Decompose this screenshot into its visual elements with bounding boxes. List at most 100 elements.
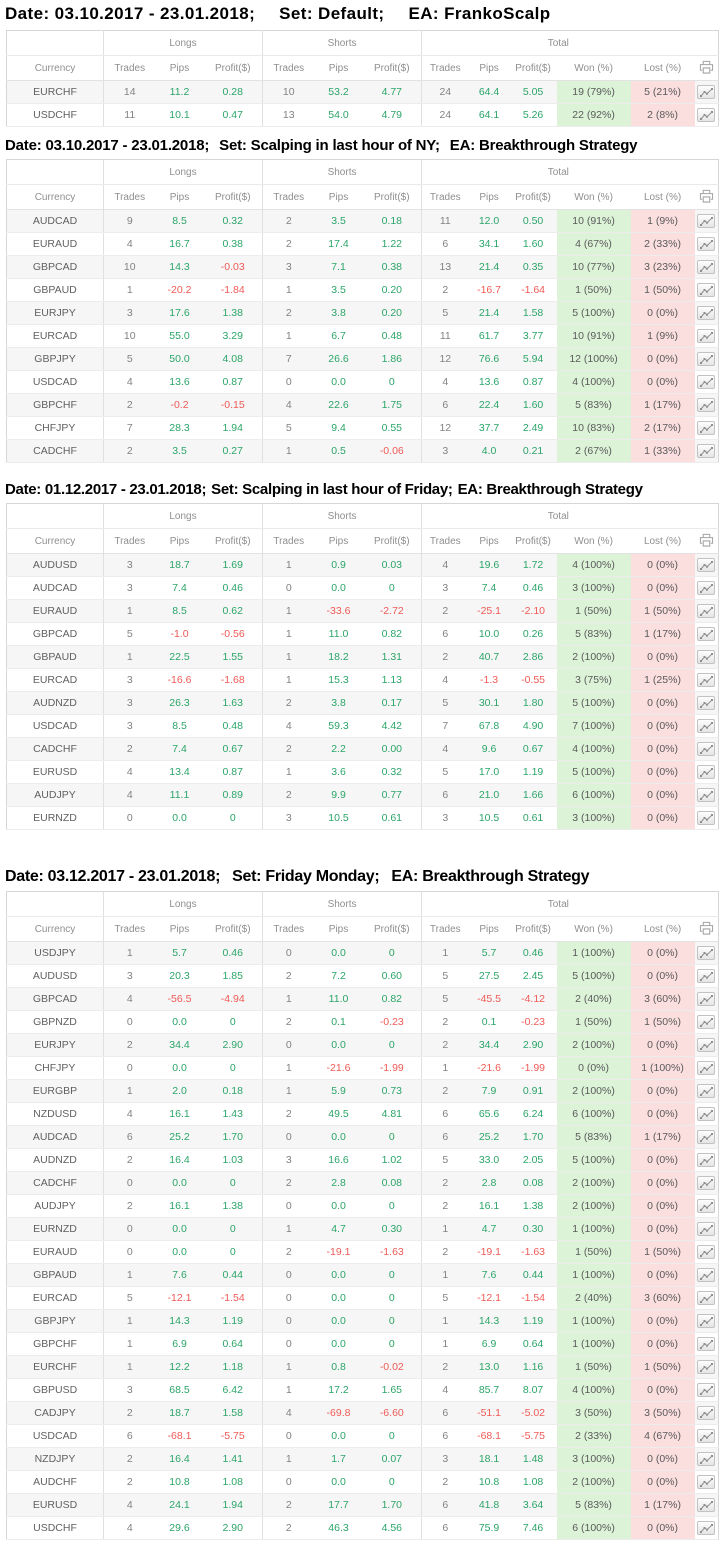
chart-button[interactable] [697,627,716,641]
longs-trades-cell: 1 [103,941,156,965]
chart-button[interactable] [697,260,716,274]
shorts-trades-cell: 1 [262,439,315,463]
print-button[interactable] [699,60,714,74]
chart-button[interactable] [697,1153,716,1167]
total-pips-cell: -16.7 [468,278,510,302]
table-row: GBPUSD 3 68.5 6.42 1 17.2 1.65 4 85.7 8.07 4 (100%… [6,1378,719,1402]
chart-button[interactable] [697,398,716,412]
chart-button[interactable] [697,1061,716,1075]
heading-ea: EA: Breakthrough Strategy [391,868,590,885]
col-header-trades: Trades [421,528,469,554]
chart-button[interactable] [697,1360,716,1374]
chart-button[interactable] [697,581,716,595]
shorts-trades-cell: 1 [262,987,315,1011]
currency-cell: GBPUSD [6,1378,104,1402]
chart-button[interactable] [697,788,716,802]
chart-button[interactable] [697,283,716,297]
shorts-pips-cell: 7.2 [314,964,363,988]
heading-ea: EA: Breakthrough Strategy [457,481,643,498]
print-button[interactable] [699,533,714,547]
chart-button[interactable] [697,1475,716,1489]
shorts-pips-cell: 18.2 [314,645,363,669]
chart-cell [694,1263,719,1287]
chart-button[interactable] [697,1268,716,1282]
longs-profit-cell: 1.70 [203,1125,263,1149]
report-section: Date: 03.10.2017 - 23.01.2018; Set: Scalp… [0,127,724,463]
chart-button[interactable] [697,214,716,228]
shorts-pips-cell: 0.0 [314,1309,363,1333]
chart-button[interactable] [697,946,716,960]
total-profit-cell: 0.87 [509,370,557,394]
chart-button[interactable] [697,1199,716,1213]
chart-button[interactable] [697,1130,716,1144]
chart-button[interactable] [697,1429,716,1443]
chart-button[interactable] [697,650,716,664]
chart-button[interactable] [697,1521,716,1535]
chart-button[interactable] [697,1245,716,1259]
won-cell: 4 (100%) [556,737,631,761]
total-pips-cell: 12.0 [468,209,510,233]
chart-button[interactable] [697,696,716,710]
shorts-pips-cell: 0.8 [314,1355,363,1379]
chart-button[interactable] [697,811,716,825]
longs-pips-cell: 10.1 [155,103,204,127]
chart-button[interactable] [697,742,716,756]
chart-icon [699,1017,713,1027]
lost-cell: 1 (100%) [630,1056,695,1080]
print-button[interactable] [699,189,714,203]
shorts-trades-cell: 0 [262,1424,315,1448]
chart-button[interactable] [697,558,716,572]
col-header-lost: Lost (%) [630,916,695,942]
chart-button[interactable] [697,765,716,779]
table-row: EURCAD 5 -12.1 -1.54 0 0.0 0 5 -12.1 -1.54 2 (40%)… [6,1286,719,1310]
total-pips-cell: 7.9 [468,1079,510,1103]
chart-button[interactable] [697,969,716,983]
currency-cell: CADCHF [6,1171,104,1195]
table-row: USDCHF 4 29.6 2.90 2 46.3 4.56 6 75.9 7.46 6 (100%… [6,1516,719,1540]
chart-button[interactable] [697,673,716,687]
chart-button[interactable] [697,306,716,320]
chart-button[interactable] [697,1084,716,1098]
chart-button[interactable] [697,1498,716,1512]
chart-button[interactable] [697,237,716,251]
chart-button[interactable] [697,992,716,1006]
chart-button[interactable] [697,1015,716,1029]
print-button[interactable] [699,921,714,935]
col-header-profit: Profit($) [509,916,557,942]
longs-profit-cell: 2.90 [203,1516,263,1540]
chart-button[interactable] [697,1222,716,1236]
chart-button[interactable] [697,719,716,733]
shorts-pips-cell: 0.0 [314,1194,363,1218]
longs-pips-cell: 26.3 [155,691,204,715]
shorts-pips-cell: 0.0 [314,941,363,965]
chart-button[interactable] [697,108,716,122]
chart-button[interactable] [697,604,716,618]
chart-button[interactable] [697,1383,716,1397]
won-cell: 1 (100%) [556,941,631,965]
chart-button[interactable] [697,1291,716,1305]
shorts-pips-cell: 9.9 [314,783,363,807]
chart-button[interactable] [697,1337,716,1351]
group-header-spacer [6,30,104,56]
chart-button[interactable] [697,1452,716,1466]
chart-button[interactable] [697,444,716,458]
shorts-profit-cell: 4.79 [362,103,422,127]
chart-button[interactable] [697,375,716,389]
total-profit-cell: 0.46 [509,576,557,600]
won-cell: 3 (100%) [556,806,631,830]
chart-button[interactable] [697,421,716,435]
longs-trades-cell: 2 [103,1470,156,1494]
won-cell: 22 (92%) [556,103,631,127]
chart-button[interactable] [697,329,716,343]
longs-trades-cell: 10 [103,255,156,279]
chart-button[interactable] [697,1107,716,1121]
chart-button[interactable] [697,85,716,99]
chart-button[interactable] [697,1176,716,1190]
table-row: EURAUD 0 0.0 0 2 -19.1 -1.63 2 -19.1 -1.63 1 (50%)… [6,1240,719,1264]
longs-pips-cell: 2.0 [155,1079,204,1103]
report-heading: Date: 03.12.2017 - 23.01.2018; Set: Frida… [0,830,724,891]
shorts-trades-cell: 1 [262,599,315,623]
chart-button[interactable] [697,1038,716,1052]
chart-button[interactable] [697,1314,716,1328]
chart-button[interactable] [697,352,716,366]
